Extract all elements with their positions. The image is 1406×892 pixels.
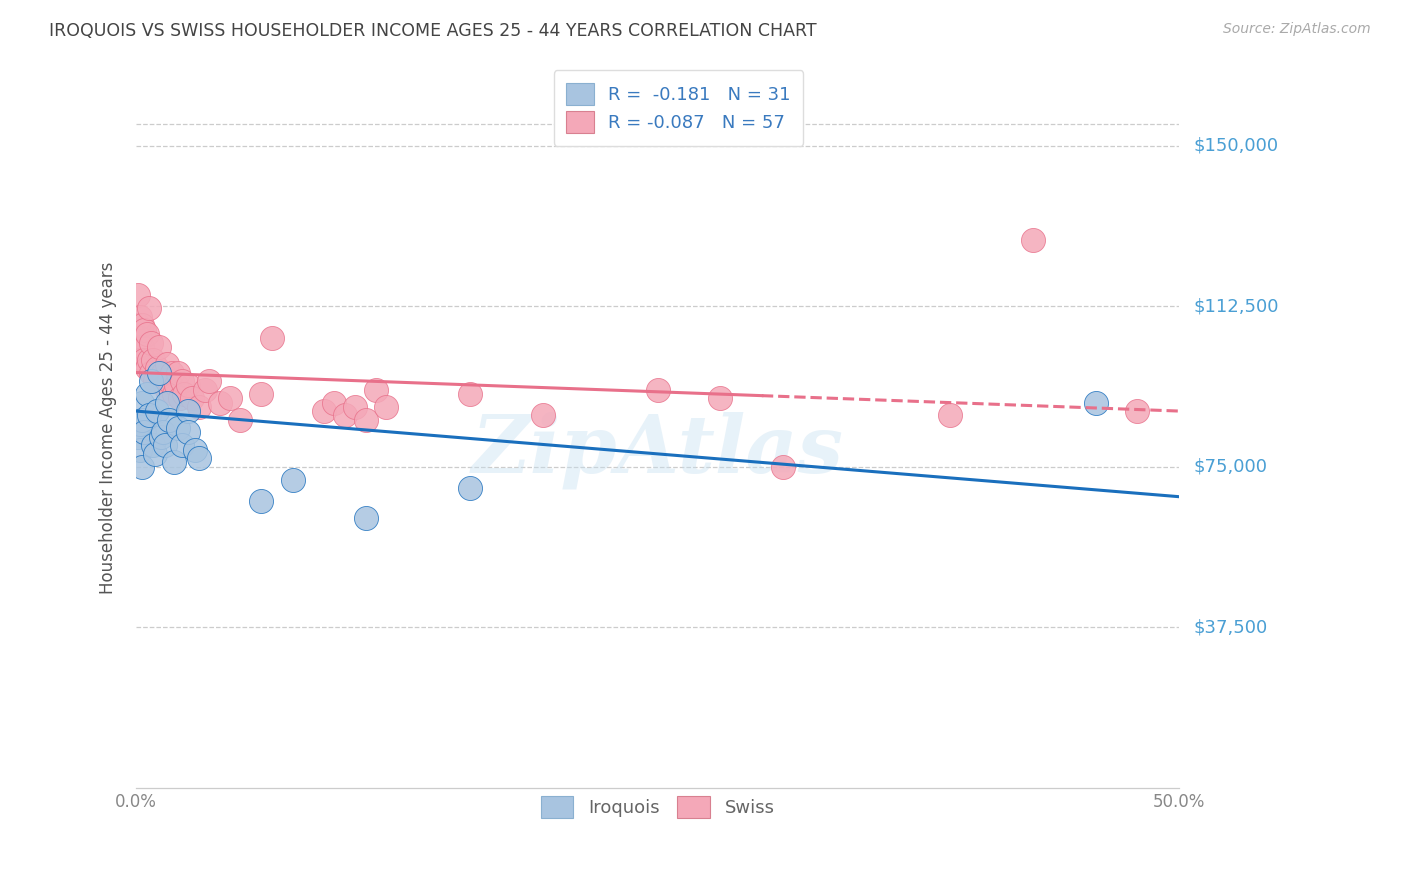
Point [146,361,169,376]
Point [155,438,177,452]
Point [129,352,152,367]
Point [127,430,149,444]
Point [139,374,162,388]
Point [142,438,165,452]
Point [142,352,165,367]
Point [150,430,173,444]
Point [458,481,481,495]
Point [1022,233,1045,247]
Point [772,459,794,474]
Point [156,383,179,397]
Point [156,395,179,409]
Point [187,400,209,414]
Point [323,395,346,409]
Point [354,412,377,426]
Point [281,473,304,487]
Point [148,366,170,380]
Point [134,323,156,337]
Text: Source: ZipAtlas.com: Source: ZipAtlas.com [1223,22,1371,37]
Point [219,391,242,405]
Point [131,340,153,354]
Point [647,383,669,397]
Point [354,511,377,525]
Text: $150,000: $150,000 [1194,136,1278,154]
Point [159,412,181,426]
Point [364,383,387,397]
Point [375,400,398,414]
Point [250,387,273,401]
Point [198,374,221,388]
Point [177,425,200,440]
Point [155,378,177,392]
Text: $75,000: $75,000 [1194,458,1267,475]
Point [344,400,367,414]
Point [159,374,181,388]
Point [131,395,153,409]
Point [146,404,169,418]
Point [312,404,335,418]
Y-axis label: Householder Income Ages 25 - 44 years: Householder Income Ages 25 - 44 years [100,262,117,594]
Point [250,494,273,508]
Point [143,374,166,388]
Point [152,366,174,380]
Point [152,425,174,440]
Text: ZipAtlas: ZipAtlas [471,411,844,489]
Text: $112,500: $112,500 [1194,297,1278,315]
Point [183,442,205,457]
Point [138,409,160,423]
Point [260,331,283,345]
Point [169,391,191,405]
Point [129,442,152,457]
Point [229,412,252,426]
Point [135,361,157,376]
Point [194,383,217,397]
Point [208,395,231,409]
Point [1084,395,1107,409]
Point [163,387,186,401]
Point [181,391,204,405]
Point [531,409,554,423]
Point [143,447,166,461]
Point [160,366,183,380]
Point [709,391,731,405]
Point [173,387,195,401]
Point [127,288,149,302]
Point [163,455,186,469]
Point [127,318,149,333]
Point [135,387,157,401]
Point [333,409,356,423]
Point [150,369,173,384]
Point [138,301,160,316]
Point [139,335,162,350]
Point [187,451,209,466]
Point [170,438,193,452]
Point [129,331,152,345]
Point [170,374,193,388]
Point [131,318,153,333]
Point [131,412,153,426]
Point [458,387,481,401]
Point [138,352,160,367]
Point [938,409,960,423]
Point [131,459,153,474]
Point [156,357,179,371]
Legend: Iroquois, Swiss: Iroquois, Swiss [534,789,782,826]
Point [148,340,170,354]
Point [134,352,156,367]
Point [129,310,152,324]
Point [166,366,188,380]
Point [1126,404,1149,418]
Text: IROQUOIS VS SWISS HOUSEHOLDER INCOME AGES 25 - 44 YEARS CORRELATION CHART: IROQUOIS VS SWISS HOUSEHOLDER INCOME AGE… [49,22,817,40]
Point [129,417,152,431]
Point [134,425,156,440]
Point [139,366,162,380]
Point [165,378,187,392]
Point [177,404,200,418]
Point [177,378,200,392]
Point [135,326,157,341]
Point [166,421,188,435]
Text: $37,500: $37,500 [1194,618,1267,636]
